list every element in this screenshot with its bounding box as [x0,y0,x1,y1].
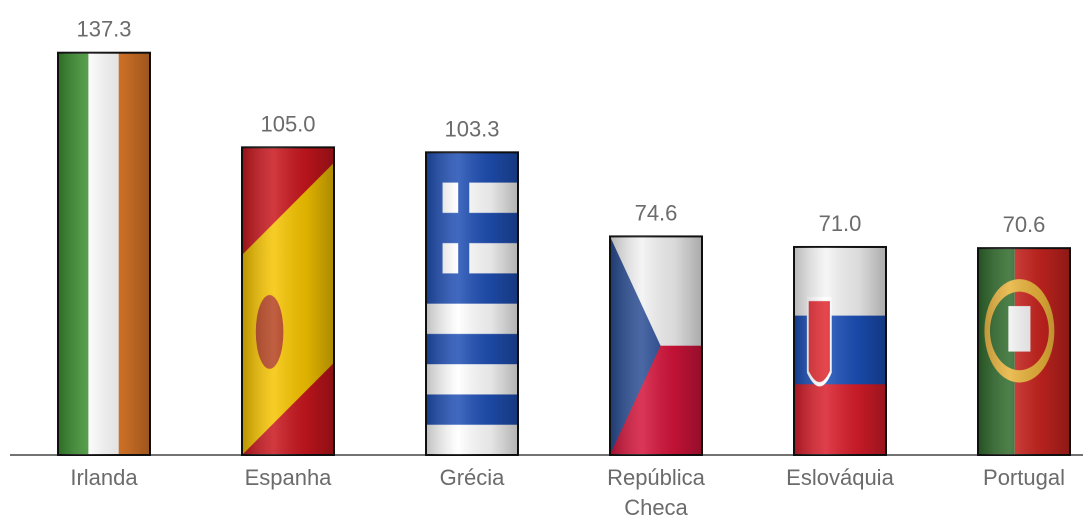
bar-shade [58,52,150,455]
x-tick-label: Portugal [983,465,1065,490]
x-tick-label: Eslováquia [786,465,894,490]
bar-shade [242,147,334,455]
value-label: 103.3 [444,116,499,141]
value-label: 105.0 [260,111,315,136]
value-label: 137.3 [76,17,131,42]
bar-shade [978,248,1070,455]
bar-shade [610,236,702,455]
x-tick-label: Espanha [244,465,332,490]
x-tick-label: Grécia [439,465,505,490]
value-label: 71.0 [819,211,862,236]
x-tick-label: República Checa [607,465,705,520]
value-label: 74.6 [635,200,678,225]
value-label: 70.6 [1003,212,1046,237]
bar-shade [426,152,518,455]
bar-shade [794,246,886,455]
x-tick-label: Irlanda [70,465,138,490]
